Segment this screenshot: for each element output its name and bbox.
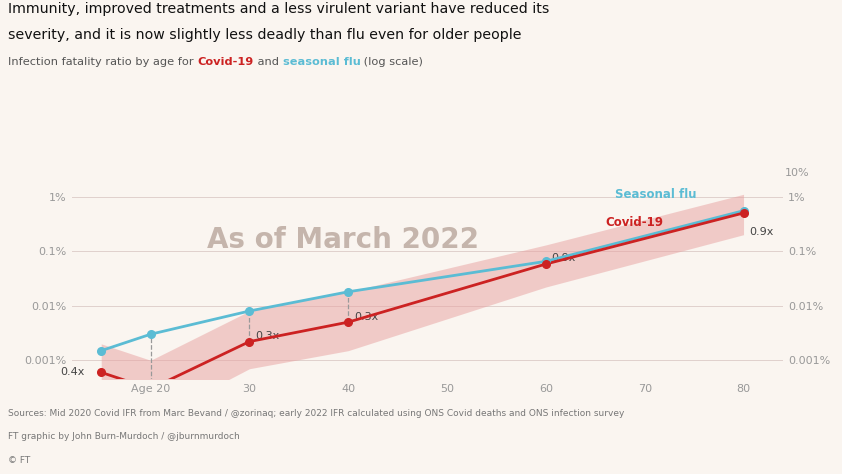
Text: 10%: 10% (785, 168, 809, 178)
Text: 0.9x: 0.9x (749, 228, 774, 237)
Text: (log scale): (log scale) (360, 57, 424, 67)
Text: As of March 2022: As of March 2022 (207, 226, 479, 254)
Text: 0.3x: 0.3x (354, 311, 378, 321)
Text: Covid-19: Covid-19 (605, 216, 663, 229)
Text: 0.4x: 0.4x (60, 367, 84, 377)
Text: Infection fatality ratio by age for: Infection fatality ratio by age for (8, 57, 198, 67)
Text: 0.1x: 0.1x (0, 473, 1, 474)
Text: Sources: Mid 2020 Covid IFR from Marc Bevand / @zorinaq; early 2022 IFR calculat: Sources: Mid 2020 Covid IFR from Marc Be… (8, 409, 625, 418)
Text: and: and (254, 57, 283, 67)
Text: Immunity, improved treatments and a less virulent variant have reduced its: Immunity, improved treatments and a less… (8, 2, 550, 17)
Text: 0.3x: 0.3x (255, 331, 280, 341)
Text: Covid-19: Covid-19 (198, 57, 254, 67)
Text: Seasonal flu: Seasonal flu (615, 188, 696, 201)
Text: seasonal flu: seasonal flu (283, 57, 360, 67)
Text: © FT: © FT (8, 456, 30, 465)
Text: FT graphic by John Burn-Murdoch / @jburnmurdoch: FT graphic by John Burn-Murdoch / @jburn… (8, 432, 240, 441)
Text: 0.9x: 0.9x (552, 254, 576, 264)
Text: severity, and it is now slightly less deadly than flu even for older people: severity, and it is now slightly less de… (8, 28, 522, 43)
